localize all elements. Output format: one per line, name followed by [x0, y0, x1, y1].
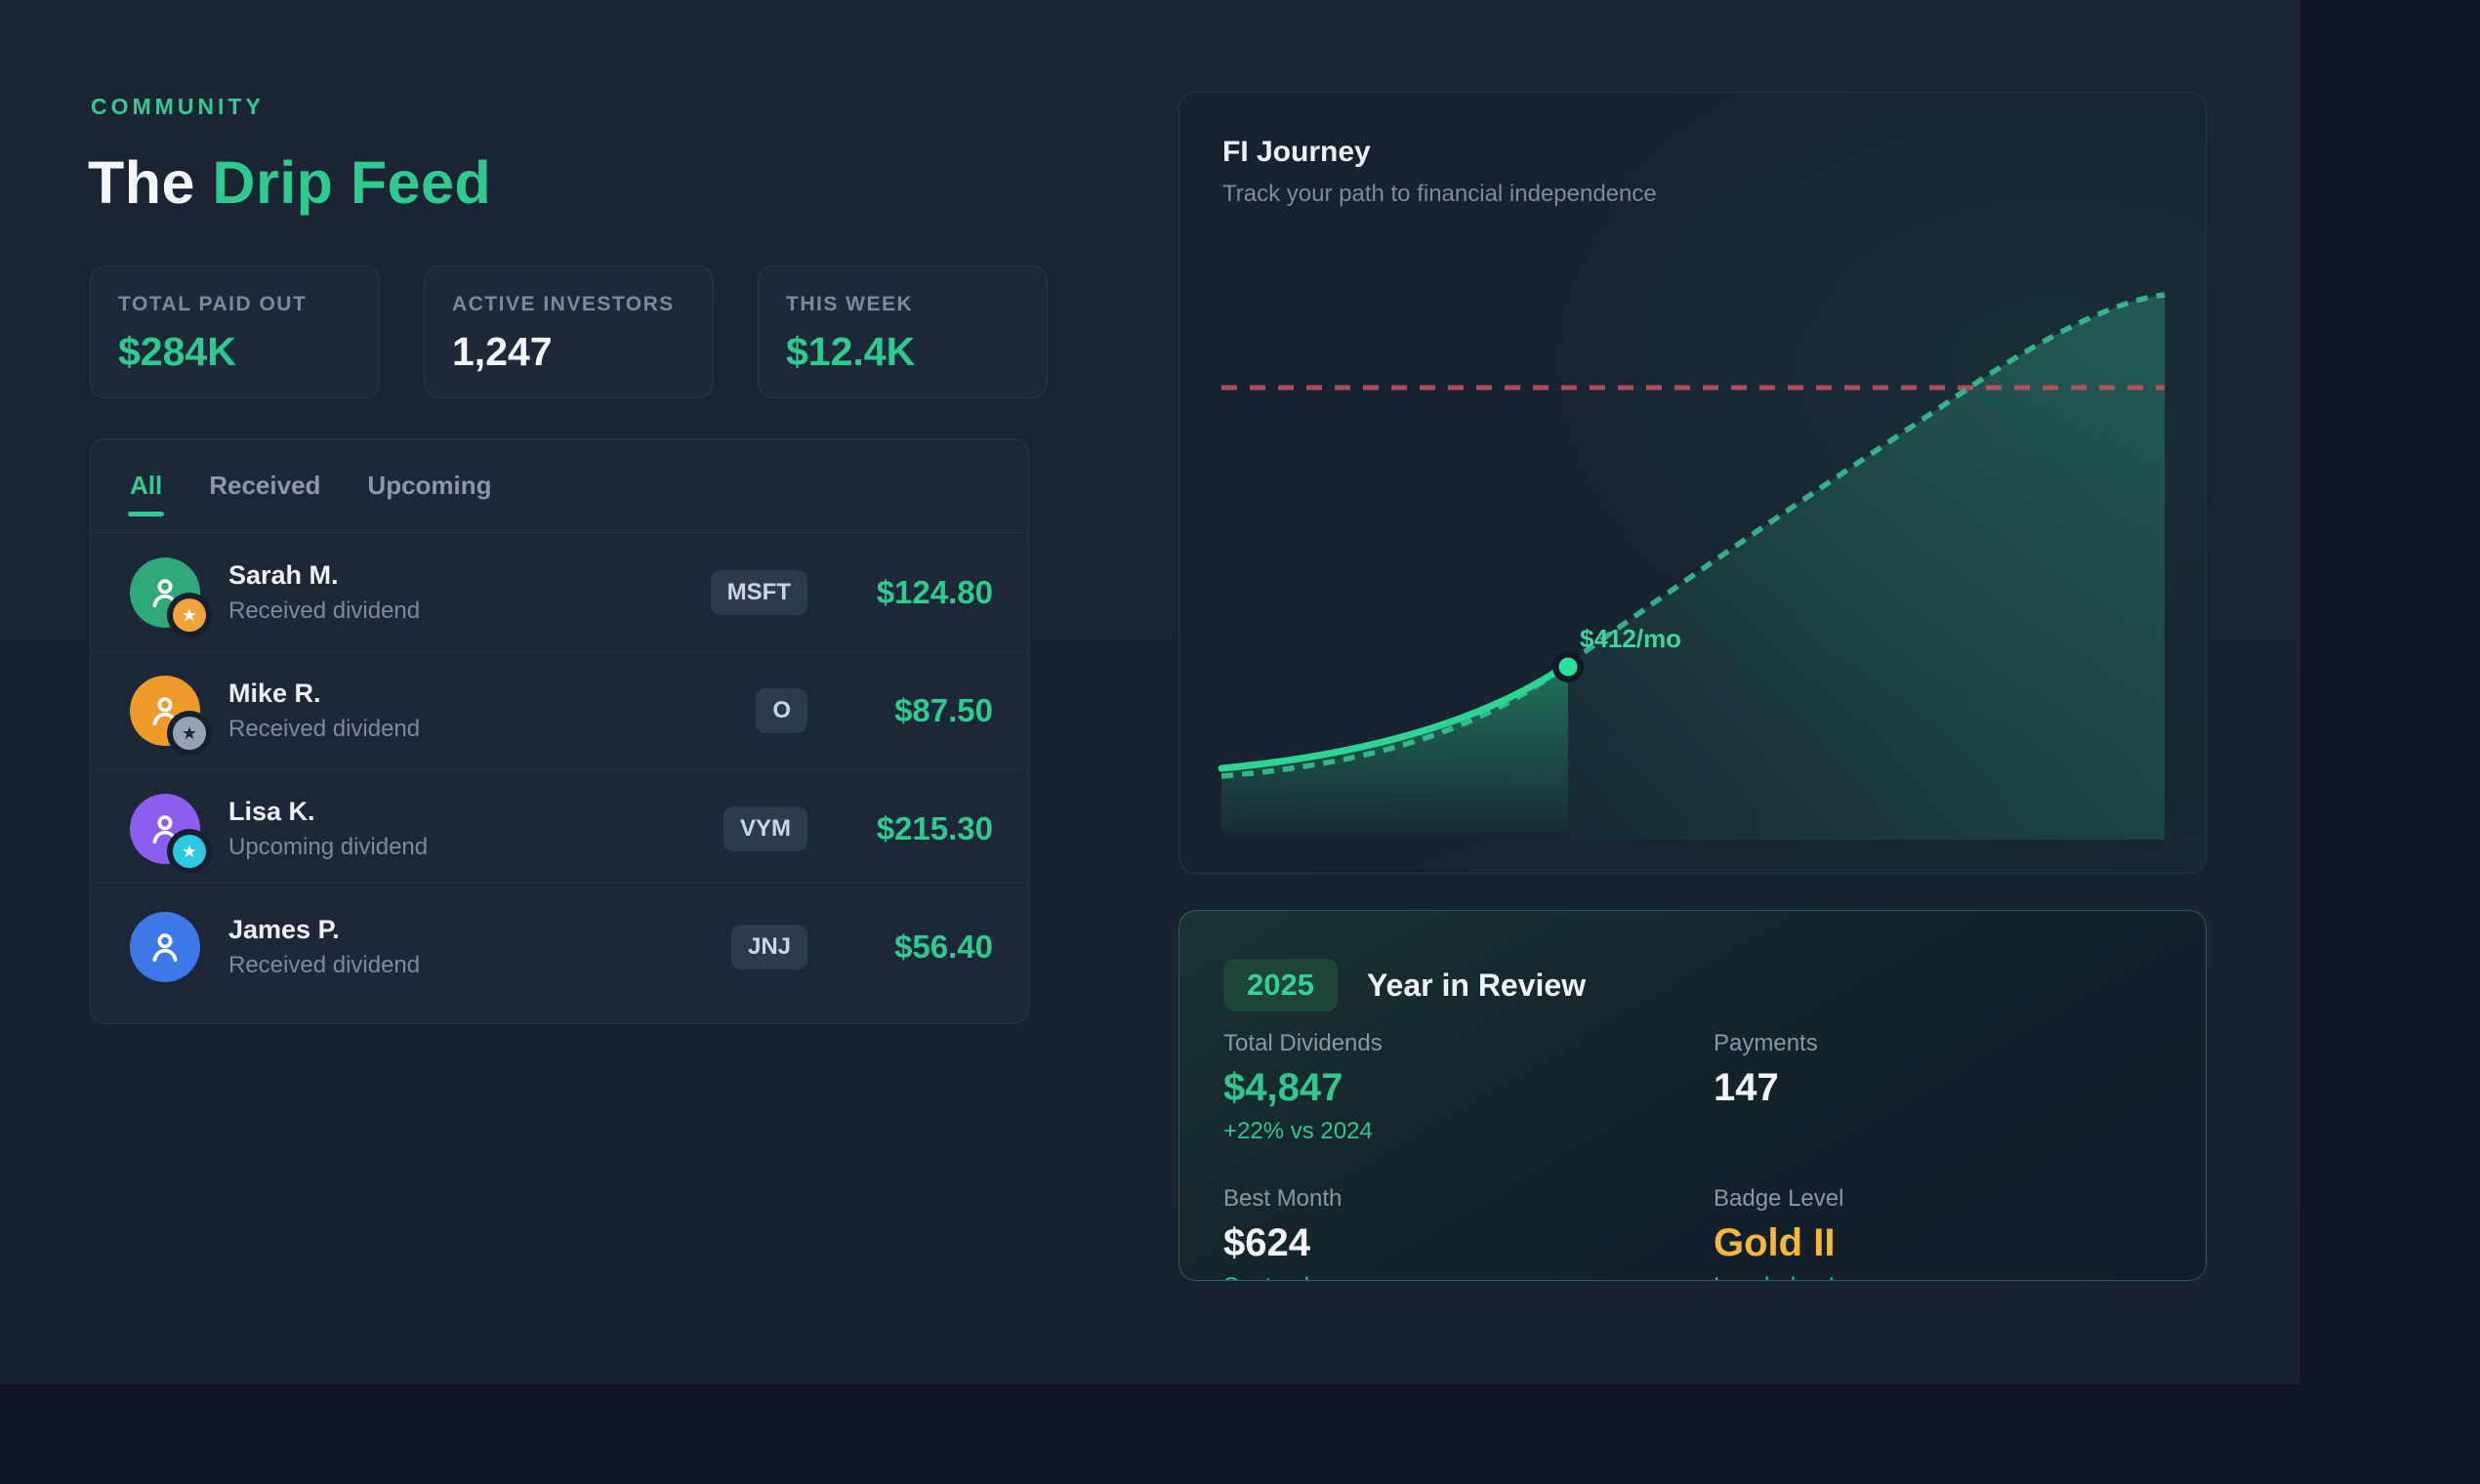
dividend-action: Received dividend [228, 597, 421, 624]
star-badge-icon: ★ [173, 835, 206, 868]
stats-row: TOTAL PAID OUT $284K ACTIVE INVESTORS 1,… [90, 266, 1048, 398]
dividend-action: Received dividend [228, 952, 421, 978]
year-review-title: Year in Review [1366, 967, 1587, 1003]
year-stat-value: 147 [1714, 1066, 1779, 1109]
current-rate-label: $412/mo [1580, 624, 1681, 653]
feed-row-text: James P. Received dividend [228, 915, 420, 979]
user-icon [152, 697, 178, 726]
dividend-amount: $56.40 [894, 928, 993, 965]
year-stat-label: Payments [1714, 1030, 1818, 1056]
ticker-badge: JNJ [730, 925, 807, 969]
user-icon [152, 578, 178, 607]
year-stat-value: $624 [1223, 1221, 1310, 1264]
year-review-header: 2025 Year in Review [1223, 959, 1586, 1011]
year-stat-total-dividends: Total Dividends $4,847 +22% vs 2024 [1223, 1030, 1714, 1145]
feed-row[interactable]: ★ Lisa K. Upcoming dividend VYM $215.30 [91, 769, 1028, 887]
dividend-amount: $124.80 [876, 573, 993, 610]
year-stat-sub: +22% vs 2024 [1223, 1118, 1373, 1144]
year-stat-sub: Leveled up! [1714, 1273, 2162, 1280]
ticker-badge: MSFT [710, 569, 807, 615]
feed-row-text: Lisa K. Upcoming dividend [228, 797, 428, 861]
year-stat-sub: September [1223, 1273, 1714, 1280]
user-icon [152, 933, 178, 963]
year-stat-label: Total Dividends [1223, 1030, 1383, 1056]
fi-journey-chart: $412/mo [1218, 292, 2166, 840]
feed-row[interactable]: ★ Sarah M. Received dividend MSFT $124.8… [91, 533, 1028, 651]
year-stat-value: $4,847 [1223, 1066, 1343, 1109]
stat-card-total-paid-out: TOTAL PAID OUT $284K [90, 266, 380, 398]
stat-value: $12.4K [786, 329, 916, 374]
dividend-action: Received dividend [228, 716, 421, 742]
actual-area [1221, 664, 1568, 833]
year-stat-best-month: Best Month $624 September [1223, 1185, 1714, 1280]
avatar: ★ [130, 556, 206, 632]
star-badge-icon: ★ [173, 598, 206, 632]
avatar-circle [130, 912, 200, 982]
investor-name: James P. [228, 915, 340, 944]
tab-all[interactable]: All [127, 471, 165, 516]
year-badge: 2025 [1223, 959, 1338, 1011]
dividend-action: Upcoming dividend [228, 834, 429, 860]
stat-value: 1,247 [452, 329, 553, 374]
stat-card-active-investors: ACTIVE INVESTORS 1,247 [424, 266, 714, 398]
stat-label: TOTAL PAID OUT [118, 293, 308, 315]
ticker-badge: O [756, 688, 807, 733]
dividend-amount: $87.50 [894, 692, 993, 728]
feed-tabs: All Received Upcoming [91, 439, 1028, 533]
investor-name: Lisa K. [228, 797, 315, 826]
avatar: ★ [130, 794, 206, 868]
main-panel: COMMUNITY The Drip Feed TOTAL PAID OUT $… [0, 0, 2300, 1384]
stat-label: ACTIVE INVESTORS [452, 293, 675, 315]
stat-card-this-week: THIS WEEK $12.4K [758, 266, 1048, 398]
ticker-badge: VYM [723, 806, 807, 851]
current-point [1558, 657, 1578, 677]
year-review-grid: Total Dividends $4,847 +22% vs 2024 Paym… [1223, 1030, 2162, 1280]
dividend-amount: $215.30 [876, 810, 993, 846]
community-eyebrow: COMMUNITY [91, 94, 265, 119]
page-title-prefix: The [88, 149, 213, 216]
dividend-feed-panel: All Received Upcoming ★ Sarah M. Receive… [90, 438, 1029, 1024]
stat-label: THIS WEEK [786, 293, 914, 315]
year-stat-label: Best Month [1223, 1185, 1343, 1212]
investor-name: Sarah M. [228, 559, 339, 590]
user-icon [152, 815, 178, 845]
year-stat-value: Gold II [1714, 1221, 1836, 1264]
stat-value: $284K [118, 329, 236, 374]
tab-received[interactable]: Received [209, 471, 321, 500]
star-badge-icon: ★ [173, 717, 206, 750]
feed-row-text: Mike R. Received dividend [228, 679, 420, 743]
avatar-circle [130, 556, 200, 628]
page-title: The Drip Feed [88, 148, 491, 217]
feed-row-text: Sarah M. Received dividend [228, 560, 420, 625]
year-stat-badge-level: Badge Level Gold II Leveled up! [1714, 1185, 2162, 1280]
avatar: ★ [130, 676, 206, 750]
investor-name: Mike R. [228, 679, 321, 708]
projection-area [1568, 295, 2165, 840]
year-stat-payments: Payments 147 [1714, 1030, 2162, 1145]
feed-row[interactable]: ★ James P. Received dividend JNJ $56.40 [91, 887, 1028, 1006]
fi-journey-title: FI Journey [1222, 136, 1371, 168]
year-stat-label: Badge Level [1714, 1185, 1844, 1212]
feed-row[interactable]: ★ Mike R. Received dividend O $87.50 [91, 651, 1028, 769]
fi-journey-card: $412/mo FI Journey Track your path to fi… [1178, 92, 2207, 874]
year-in-review-card: 2025 Year in Review Total Dividends $4,8… [1178, 910, 2207, 1281]
tab-upcoming[interactable]: Upcoming [367, 471, 492, 500]
actual-curve [1218, 660, 1572, 772]
fi-journey-subtitle: Track your path to financial independenc… [1222, 181, 1657, 207]
page-title-accent: Drip Feed [212, 149, 492, 216]
avatar: ★ [130, 912, 200, 982]
